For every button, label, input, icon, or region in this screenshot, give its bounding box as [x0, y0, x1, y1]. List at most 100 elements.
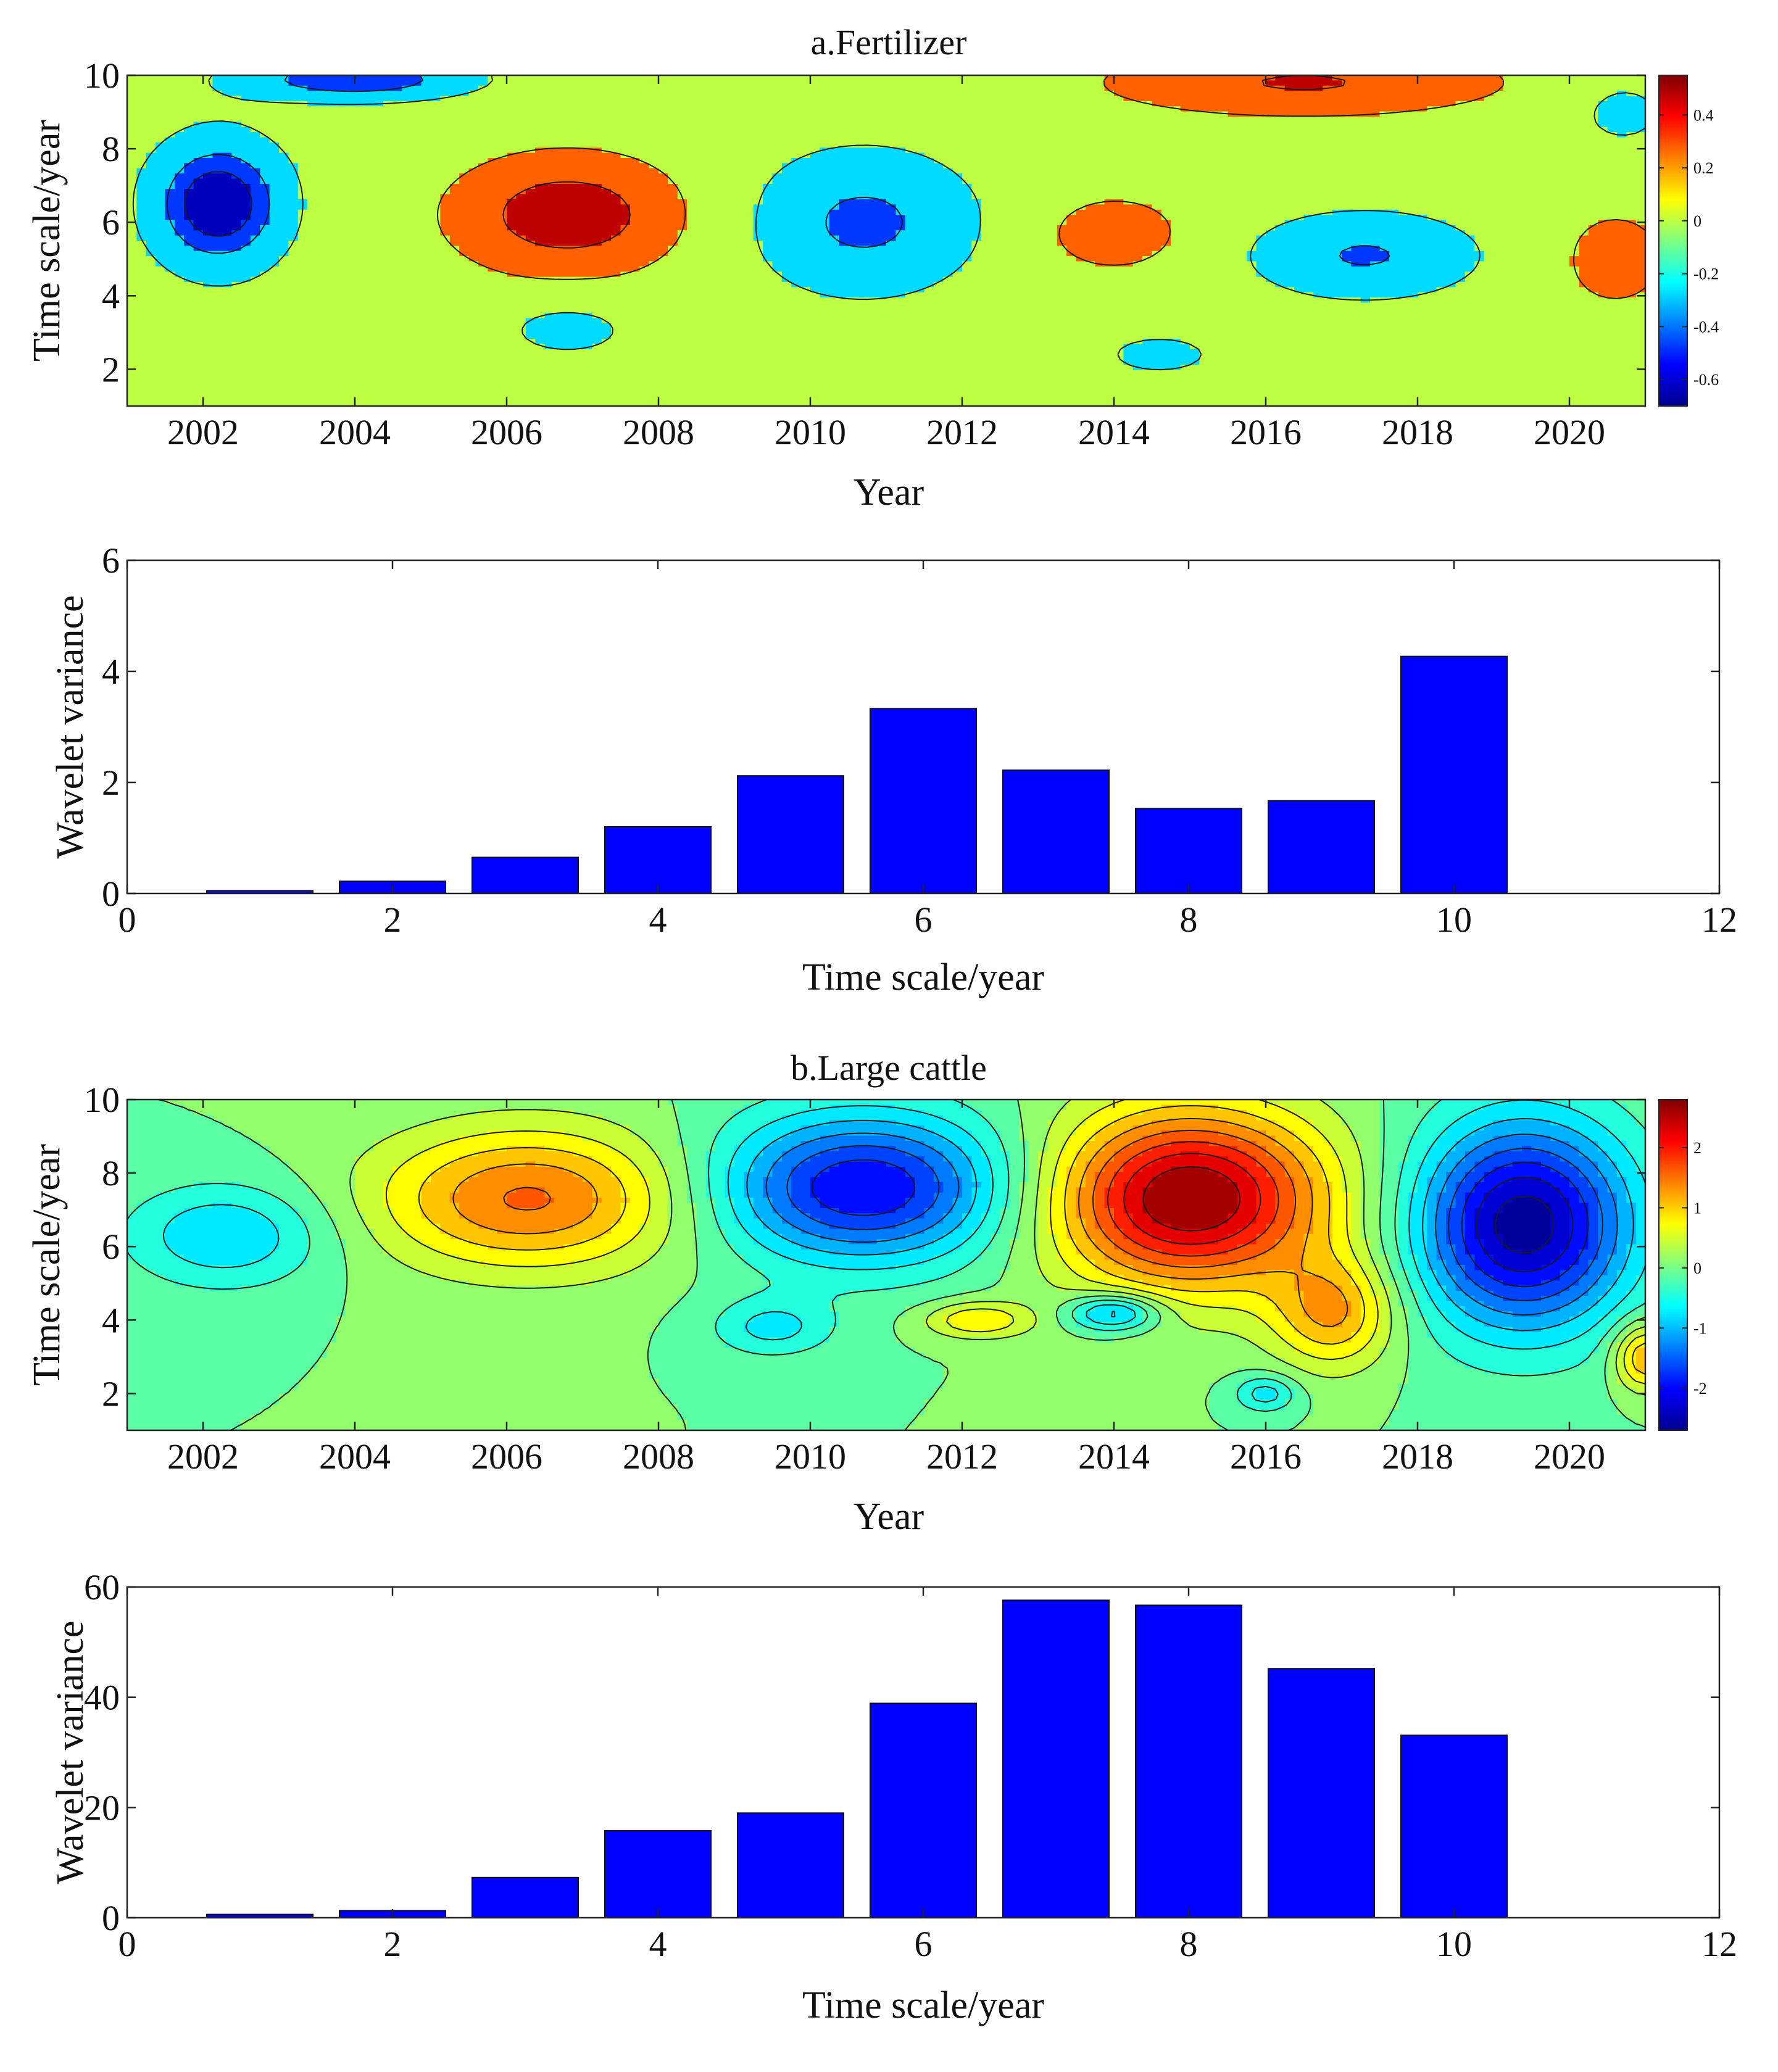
contour-cell	[288, 194, 299, 200]
contour-cell	[687, 126, 697, 133]
contour-cell	[1284, 215, 1295, 221]
contour-cell	[459, 235, 470, 241]
contour-cell	[1360, 199, 1371, 205]
contour-cell	[1256, 178, 1266, 184]
contour-cell	[184, 235, 194, 241]
contour-cell	[412, 142, 422, 149]
contour-cell	[1085, 91, 1096, 97]
contour-cell	[1398, 75, 1409, 81]
contour-cell	[1436, 137, 1447, 143]
contour-cell	[1569, 122, 1580, 128]
contour-cell	[1208, 75, 1219, 81]
contour-cell	[772, 204, 783, 210]
contour-cell	[535, 80, 546, 86]
contour-cell	[1171, 230, 1181, 236]
contour-cell	[279, 126, 289, 133]
contour-cell	[307, 75, 318, 81]
contour-cell	[412, 91, 422, 97]
contour-cell	[165, 132, 175, 138]
contour-cell	[1199, 220, 1210, 226]
contour-cell	[829, 199, 839, 205]
contour-cell	[1579, 158, 1589, 164]
contour-cell	[1522, 122, 1532, 128]
contour-cell	[174, 137, 185, 143]
contour-cell	[1275, 230, 1286, 236]
contour-cell	[307, 147, 318, 154]
contour-cell	[668, 106, 678, 112]
contour-cell	[1616, 96, 1627, 102]
contour-cell	[781, 137, 792, 143]
contour-cell	[1436, 209, 1447, 215]
contour-cell	[1132, 204, 1143, 210]
contour-cell	[184, 220, 194, 226]
contour-cell	[1104, 194, 1115, 200]
contour-cell	[1009, 106, 1020, 112]
contour-cell	[1161, 96, 1172, 102]
contour-cell	[1616, 225, 1627, 231]
contour-cell	[231, 235, 242, 241]
contour-cell	[440, 209, 451, 215]
contour-cell	[649, 215, 659, 221]
contour-cell	[297, 183, 308, 190]
contour-cell	[1019, 126, 1029, 133]
contour-cell	[1294, 163, 1305, 169]
contour-cell	[829, 215, 839, 221]
contour-cell	[1550, 85, 1561, 91]
contour-cell	[355, 178, 365, 184]
contour-cell	[781, 91, 792, 97]
contour-cell	[601, 96, 612, 102]
contour-cell	[393, 96, 403, 102]
contour-cell	[962, 168, 973, 174]
contour-cell	[725, 137, 735, 143]
contour-cell	[231, 152, 242, 159]
contour-cell	[905, 215, 915, 221]
contour-cell	[696, 117, 707, 123]
contour-cell	[876, 106, 887, 112]
contour-cell	[1323, 215, 1333, 221]
contour-cell	[1180, 158, 1190, 164]
contour-cell	[488, 122, 498, 128]
contour-cell	[421, 178, 431, 184]
contour-cell	[1275, 106, 1286, 112]
contour-cell	[725, 173, 735, 180]
contour-cell	[231, 209, 242, 215]
contour-cell	[1598, 91, 1608, 97]
contour-cell	[1047, 122, 1058, 128]
contour-cell	[924, 183, 934, 190]
contour-cell	[583, 137, 593, 143]
contour-cell	[867, 183, 878, 190]
contour-cell	[800, 85, 811, 91]
contour-cell	[763, 137, 773, 143]
contour-cell	[1047, 142, 1058, 149]
contour-cell	[1000, 101, 1010, 107]
contour-cell	[620, 220, 631, 226]
contour-cell	[1247, 132, 1257, 138]
contour-cell	[905, 137, 915, 143]
contour-cell	[1180, 199, 1190, 205]
contour-cell	[1588, 132, 1598, 138]
contour-cell	[1275, 189, 1286, 195]
contour-cell	[1256, 230, 1266, 236]
contour-cell	[288, 215, 299, 221]
contour-cell	[772, 101, 783, 107]
contour-cell	[687, 137, 697, 143]
contour-cell	[1266, 220, 1276, 226]
contour-cell	[725, 152, 735, 159]
contour-cell	[364, 137, 375, 143]
contour-cell	[507, 215, 517, 221]
contour-cell	[1512, 199, 1523, 205]
contour-cell	[516, 142, 526, 149]
contour-cell	[744, 111, 754, 117]
contour-cell	[1436, 126, 1447, 133]
contour-cell	[715, 168, 726, 174]
contour-cell	[1313, 101, 1324, 107]
contour-cell	[1009, 117, 1020, 123]
contour-cell	[1009, 75, 1020, 81]
contour-cell	[307, 152, 318, 159]
contour-cell	[639, 126, 650, 133]
contour-cell	[1588, 225, 1598, 231]
contour-cell	[1009, 96, 1020, 102]
contour-cell	[1522, 209, 1532, 215]
contour-cell	[629, 85, 641, 91]
contour-cell	[725, 168, 735, 174]
